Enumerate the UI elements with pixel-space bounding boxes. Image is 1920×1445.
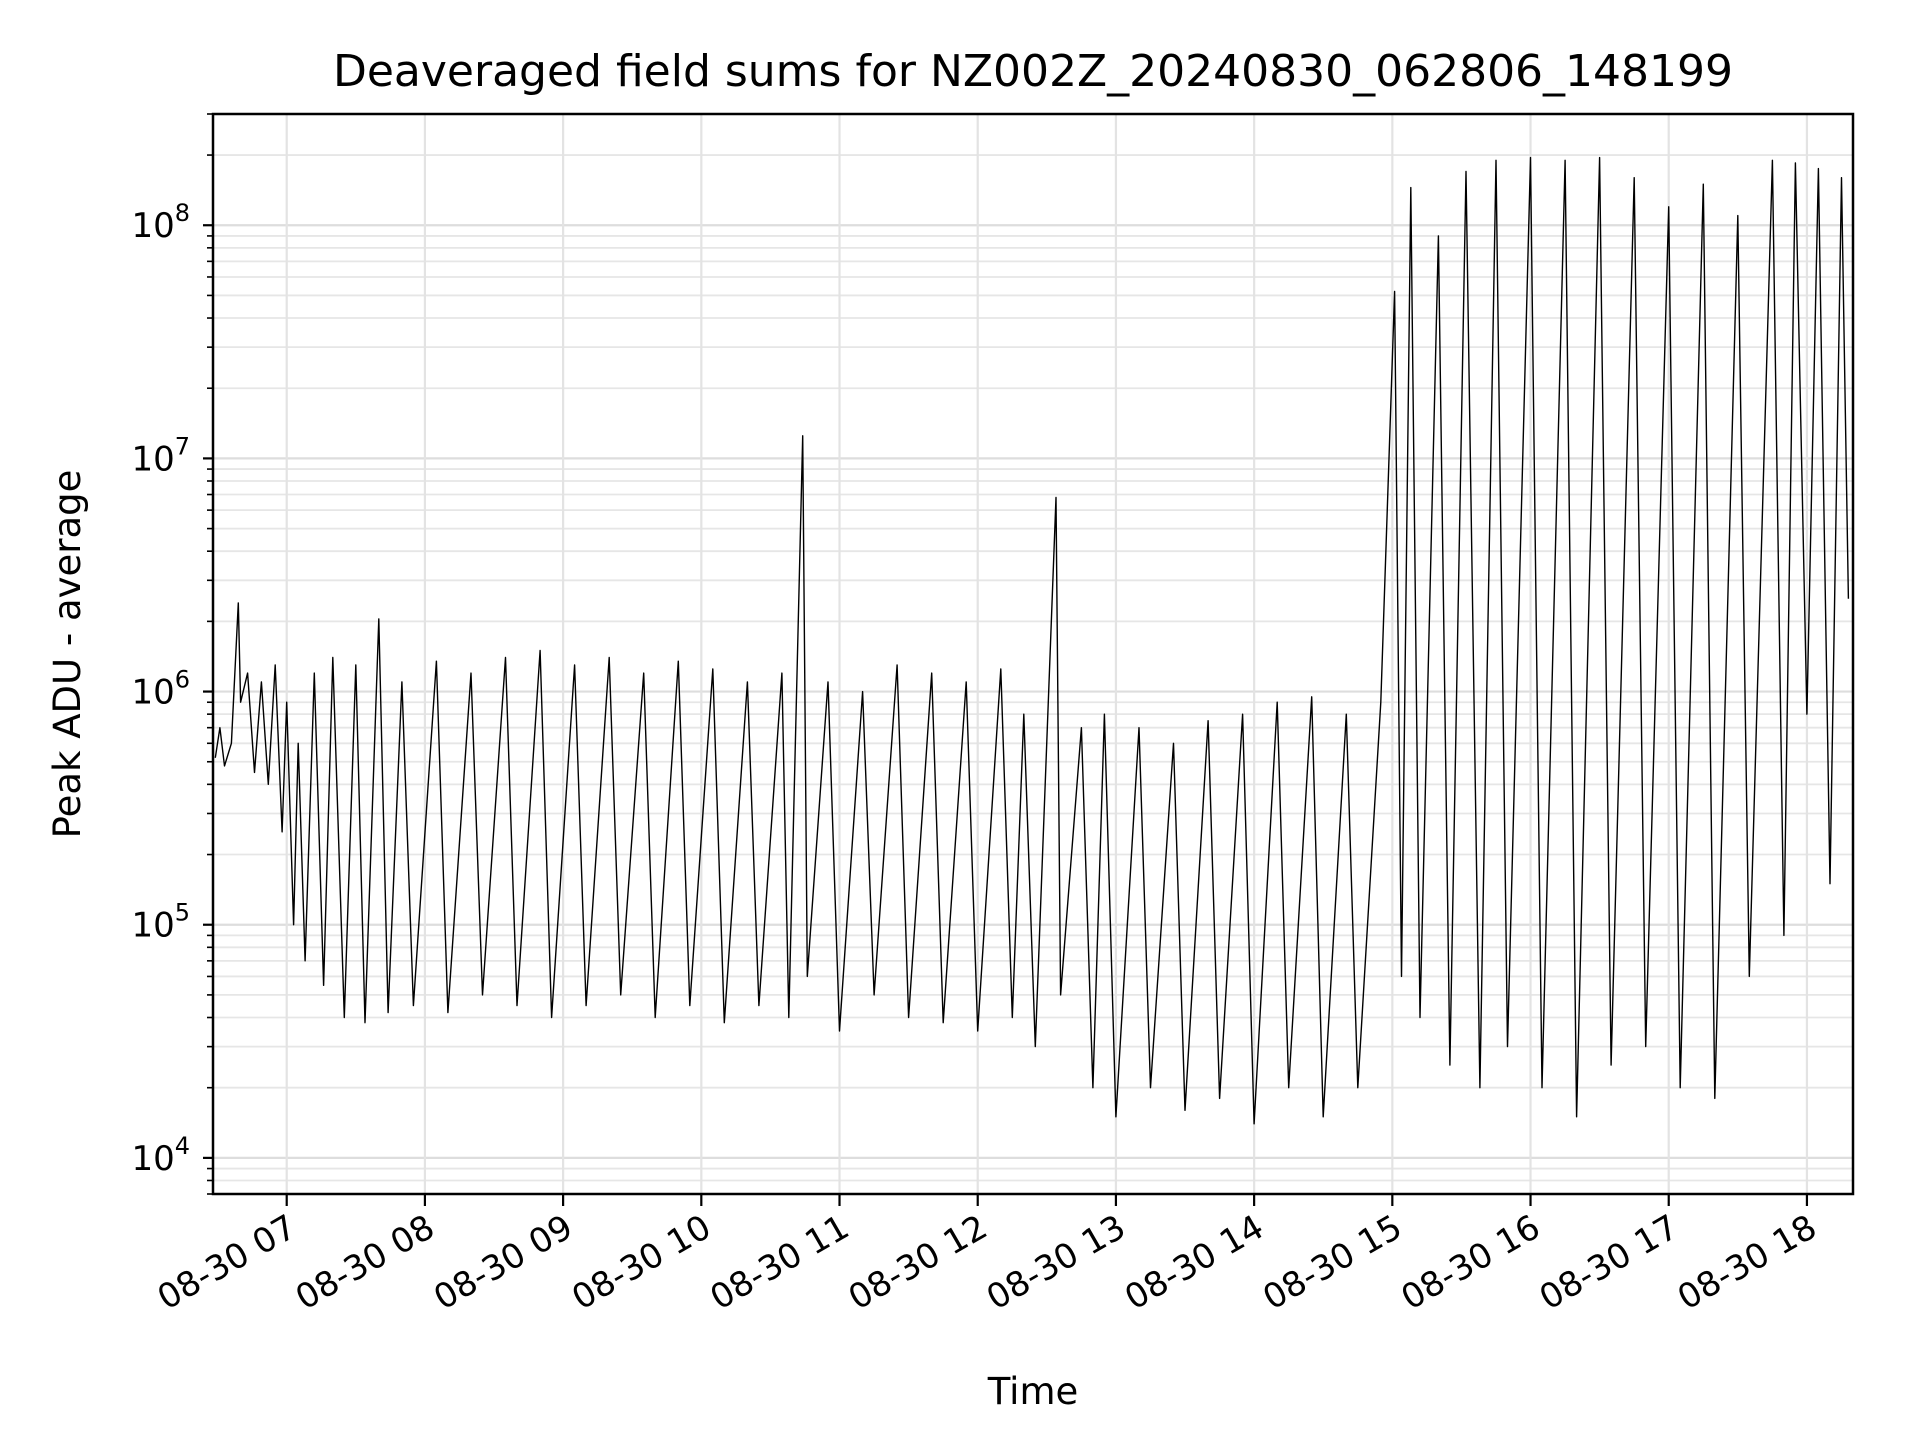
y-tick-label: 104 — [131, 1132, 190, 1179]
y-tick-exponent: 6 — [175, 666, 190, 694]
x-tick-label: 08-30 18 — [1671, 1207, 1823, 1318]
x-tick-label: 08-30 11 — [704, 1207, 856, 1318]
y-tick-base: 10 — [131, 1139, 174, 1179]
y-tick-label: 108 — [131, 199, 190, 246]
y-tick-base: 10 — [131, 906, 174, 946]
x-tick-label: 08-30 07 — [151, 1207, 303, 1318]
x-tick-label: 08-30 09 — [427, 1207, 579, 1318]
y-tick-exponent: 8 — [175, 199, 190, 227]
chart-title: Deaveraged field sums for NZ002Z_2024083… — [333, 46, 1733, 97]
grid-layer — [213, 113, 1853, 1195]
x-tick-label: 08-30 12 — [842, 1207, 994, 1318]
y-tick-exponent: 7 — [175, 432, 190, 460]
y-tick-label: 107 — [131, 432, 190, 479]
y-tick-exponent: 4 — [175, 1132, 190, 1160]
x-tick-label: 08-30 13 — [980, 1207, 1132, 1318]
y-tick-base: 10 — [131, 673, 174, 713]
y-tick-label: 105 — [131, 899, 190, 946]
y-tick-label: 106 — [131, 666, 190, 713]
x-tick-label: 08-30 17 — [1533, 1207, 1685, 1318]
x-tick-label: 08-30 10 — [565, 1207, 717, 1318]
series-layer — [214, 156, 1850, 1125]
y-tick-base: 10 — [131, 439, 174, 479]
x-tick-label: 08-30 16 — [1395, 1207, 1547, 1318]
y-axis-label: Peak ADU - average — [46, 470, 89, 839]
y-tick-base: 10 — [131, 206, 174, 246]
x-tick-label: 08-30 15 — [1256, 1207, 1408, 1318]
plot-frame — [211, 112, 1855, 1196]
x-tick-label: 08-30 14 — [1118, 1207, 1270, 1318]
x-tick-label: 08-30 08 — [289, 1207, 441, 1318]
y-tick-exponent: 5 — [175, 899, 190, 927]
data-series-line — [214, 156, 1850, 1125]
x-axis-label: Time — [987, 1370, 1079, 1413]
